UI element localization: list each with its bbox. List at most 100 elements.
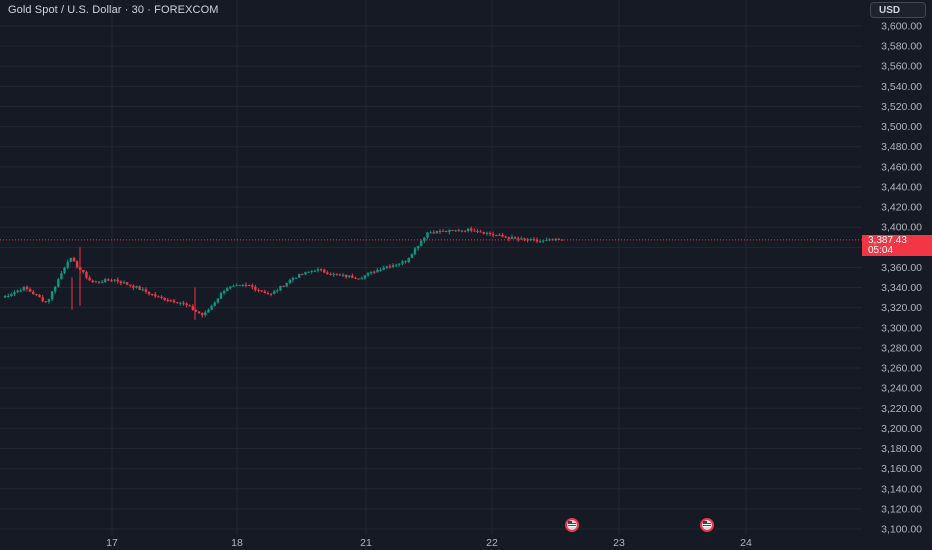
candle-body <box>520 238 523 240</box>
candle-body <box>241 284 245 286</box>
candle-body <box>338 274 342 276</box>
candle-body <box>3 296 7 298</box>
candle-body <box>460 230 464 232</box>
candle-body <box>363 275 367 279</box>
candle-body <box>213 302 216 306</box>
candle-body <box>276 290 279 292</box>
y-axis-tick-label: 3,420.00 <box>881 202 922 214</box>
candle-body <box>360 278 363 280</box>
candle-body <box>247 285 251 287</box>
candle-body <box>319 269 323 271</box>
candle-body <box>10 294 13 296</box>
candle-body <box>175 302 179 304</box>
candle-body <box>538 241 542 243</box>
candle-body <box>216 298 220 303</box>
y-axis-tick-label: 3,540.00 <box>881 81 922 93</box>
y-axis-tick-label: 3,360.00 <box>881 262 922 274</box>
candle-body <box>110 280 113 282</box>
candle-body <box>466 228 470 232</box>
candle-body <box>172 300 176 303</box>
x-axis-tick-label: 21 <box>360 537 372 549</box>
candle-body <box>357 278 360 280</box>
candle-body <box>28 289 32 292</box>
candle-body <box>479 231 482 233</box>
candle-body <box>463 230 467 232</box>
y-axis-tick-label: 3,440.00 <box>881 181 922 193</box>
x-axis-tick-label: 17 <box>106 537 118 549</box>
candle-body <box>188 305 191 307</box>
currency-button[interactable]: USD <box>870 2 926 18</box>
y-axis-tick-label: 3,160.00 <box>881 463 922 475</box>
candle-body <box>144 289 148 292</box>
candle-body <box>432 232 435 234</box>
candle-body <box>485 232 489 234</box>
candle-body <box>348 275 351 278</box>
candle-body <box>451 229 454 231</box>
candle-body <box>401 261 404 264</box>
candle-body <box>304 271 307 275</box>
us-flag-event-icon[interactable] <box>565 518 579 532</box>
y-axis-tick-label: 3,400.00 <box>881 222 922 234</box>
candle-body <box>398 263 401 265</box>
y-axis-tick-label: 3,220.00 <box>881 403 922 415</box>
candle-body <box>438 231 442 233</box>
candle-body <box>529 239 532 241</box>
candle-body <box>138 286 141 290</box>
candle-body <box>476 231 479 233</box>
candle-body <box>135 286 138 288</box>
candle-body <box>329 274 332 276</box>
candle-body <box>266 293 270 295</box>
candle-body <box>50 291 54 300</box>
candle-body <box>57 279 60 287</box>
y-axis-tick-label: 3,560.00 <box>881 61 922 73</box>
candle-body <box>119 281 123 284</box>
y-axis-tick-label: 3,260.00 <box>881 363 922 375</box>
candle-body <box>335 273 338 275</box>
candle-body <box>457 230 460 232</box>
candle-body <box>385 266 389 268</box>
candle-body <box>125 282 129 285</box>
y-axis-tick-label: 3,480.00 <box>881 141 922 153</box>
y-axis-tick-label: 3,100.00 <box>881 524 922 536</box>
candle-body <box>535 239 539 242</box>
candle-body <box>482 232 485 234</box>
candle-body <box>488 232 492 235</box>
candle-body <box>373 271 376 273</box>
y-axis-tick-label: 3,180.00 <box>881 443 922 455</box>
candle-body <box>420 240 423 246</box>
candle-body <box>394 264 398 266</box>
us-flag-event-icon[interactable] <box>700 518 714 532</box>
x-axis-tick-label: 23 <box>613 537 625 549</box>
candle-body <box>94 281 98 283</box>
candle-body <box>379 269 382 271</box>
candle-body <box>326 272 329 275</box>
candle-body <box>341 274 345 276</box>
candle-body <box>132 285 135 288</box>
candle-body <box>316 269 320 271</box>
candle-body <box>332 273 335 275</box>
candle-body <box>226 288 229 292</box>
candle-body <box>69 257 73 262</box>
candle-body <box>75 261 79 268</box>
candle-body <box>122 282 126 284</box>
candle-body <box>532 239 536 241</box>
candle-body <box>435 231 439 234</box>
candle-body <box>25 286 29 290</box>
candle-body <box>263 291 266 294</box>
y-axis-tick-label: 3,520.00 <box>881 101 922 113</box>
candle-body <box>60 273 63 280</box>
candle-body <box>179 302 182 304</box>
candle-body <box>523 238 526 240</box>
y-axis-tick-label: 3,580.00 <box>881 41 922 53</box>
y-axis-tick-label: 3,140.00 <box>881 483 922 495</box>
candle-body <box>22 286 26 291</box>
candle-body <box>16 290 19 293</box>
candle-body <box>254 286 257 290</box>
candle-body <box>53 286 57 292</box>
candle-body <box>257 289 260 291</box>
candle-body <box>47 299 51 302</box>
candle-body <box>416 245 420 249</box>
y-axis-tick-label: 3,460.00 <box>881 161 922 173</box>
